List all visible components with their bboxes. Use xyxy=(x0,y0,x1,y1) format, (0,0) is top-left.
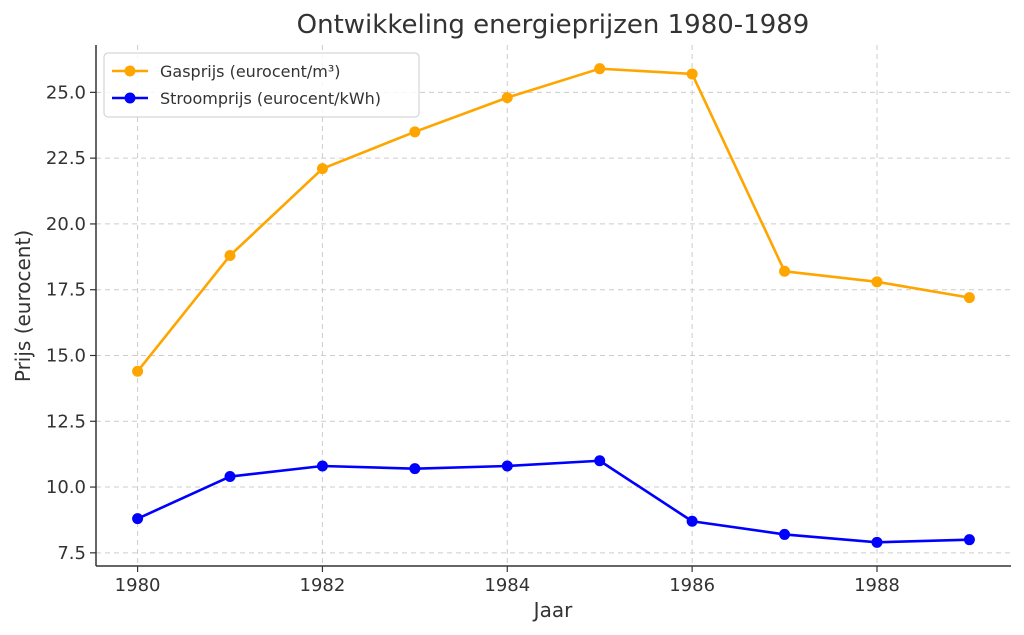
data-point xyxy=(594,63,606,75)
y-tick-label: 15.0 xyxy=(46,345,86,366)
x-tick-label: 1980 xyxy=(115,575,161,596)
x-tick-label: 1988 xyxy=(854,575,900,596)
series-line xyxy=(137,459,970,544)
axes xyxy=(95,45,1011,567)
legend-marker xyxy=(124,65,136,77)
legend: Gasprijs (eurocent/m³) Stroomprijs (euroc… xyxy=(103,52,420,118)
series-layer xyxy=(132,63,975,548)
chart-title: Ontwikkeling energieprijzen 1980-1989 xyxy=(297,10,810,40)
x-tick-label: 1982 xyxy=(300,575,346,596)
data-point xyxy=(501,92,513,104)
data-point xyxy=(871,276,883,288)
data-point xyxy=(963,534,975,546)
legend-marker xyxy=(124,92,136,104)
data-point xyxy=(409,463,421,475)
data-point xyxy=(871,536,883,548)
grid xyxy=(96,45,1011,566)
y-tick-label: 7.5 xyxy=(57,543,86,564)
x-axis-label: Jaar xyxy=(532,598,573,622)
data-point xyxy=(316,163,328,175)
y-tick-label: 25.0 xyxy=(46,82,86,103)
series-0 xyxy=(132,63,975,377)
data-point xyxy=(963,292,975,304)
data-point xyxy=(594,455,606,467)
x-tick-label: 1986 xyxy=(669,575,715,596)
series-line xyxy=(136,67,970,373)
data-point xyxy=(132,513,144,525)
legend-item: Stroomprijs (eurocent/kWh) xyxy=(112,89,381,108)
y-ticks: 7.5 10.0 12.5 15.0 17.5 20.0 22.5 25.0 xyxy=(46,82,96,564)
series-1 xyxy=(132,455,975,548)
y-tick-label: 12.5 xyxy=(46,411,86,432)
y-tick-label: 17.5 xyxy=(46,280,86,301)
data-point xyxy=(132,365,144,377)
data-point xyxy=(224,471,236,483)
data-point xyxy=(779,528,791,540)
data-point xyxy=(409,126,421,138)
y-axis-label: Prijs (eurocent) xyxy=(11,230,35,382)
legend-label: Stroomprijs (eurocent/kWh) xyxy=(160,89,381,108)
data-point xyxy=(686,68,698,80)
x-tick-label: 1984 xyxy=(484,575,530,596)
legend-label: Gasprijs (eurocent/m³) xyxy=(160,62,341,81)
legend-item: Gasprijs (eurocent/m³) xyxy=(112,62,341,81)
legend-frame xyxy=(103,52,420,118)
y-tick-label: 20.0 xyxy=(46,214,86,235)
data-point xyxy=(224,250,236,262)
data-point xyxy=(316,460,328,472)
data-point xyxy=(686,515,698,527)
y-tick-label: 22.5 xyxy=(46,148,86,169)
data-point xyxy=(779,265,791,277)
data-point xyxy=(501,460,513,472)
y-tick-label: 10.0 xyxy=(46,477,86,498)
legend-items: Gasprijs (eurocent/m³) Stroomprijs (euroc… xyxy=(112,62,381,108)
x-ticks: 1980 1982 1984 1986 1988 xyxy=(115,566,900,596)
